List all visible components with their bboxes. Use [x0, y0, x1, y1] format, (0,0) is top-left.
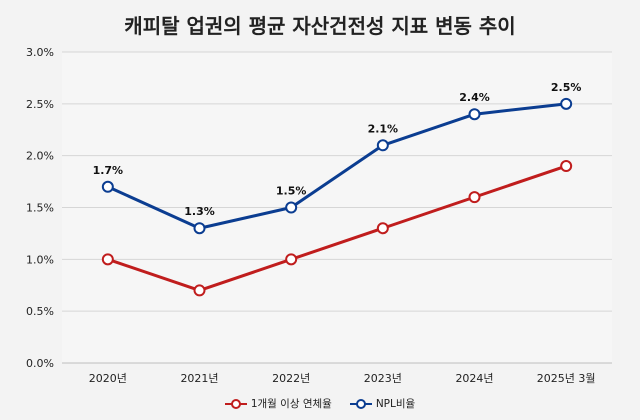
- data-point: [468, 108, 481, 121]
- legend-item-delinquency: 1개월 이상 연체율: [224, 396, 332, 411]
- data-point: [560, 97, 573, 110]
- legend: 1개월 이상 연체율 NPL비율: [0, 396, 640, 411]
- series-line-1: [106, 102, 568, 230]
- data-label: 1.7%: [93, 164, 124, 177]
- y-tick-label: 2.0%: [26, 150, 54, 163]
- legend-label-npl: NPL비율: [375, 398, 416, 410]
- chart-title: 캐피탈 업권의 평균 자산건전성 지표 변동 추이: [124, 14, 516, 38]
- legend-swatch-npl: [349, 398, 372, 409]
- x-tick-label: 2024년: [455, 372, 493, 385]
- data-point: [101, 180, 114, 193]
- x-tick-label: 2020년: [89, 372, 127, 385]
- data-point: [468, 191, 481, 204]
- data-point: [285, 253, 298, 266]
- data-point: [560, 160, 573, 173]
- legend-swatch-delinquency: [224, 398, 247, 409]
- series-line-0: [106, 164, 568, 292]
- y-tick-label: 1.5%: [26, 202, 54, 215]
- legend-label-delinquency: 1개월 이상 연체율: [250, 398, 332, 410]
- data-point: [101, 253, 114, 266]
- data-label: 1.3%: [184, 205, 215, 218]
- data-point: [376, 139, 389, 152]
- y-tick-label: 3.0%: [26, 46, 54, 59]
- data-label: 2.4%: [459, 91, 490, 104]
- data-point: [285, 201, 298, 214]
- x-tick-label: 2025년 3월: [537, 372, 596, 385]
- data-label: 2.1%: [368, 122, 399, 135]
- data-point: [376, 222, 389, 235]
- data-point: [193, 284, 206, 297]
- data-label: 1.5%: [276, 185, 307, 198]
- data-label: 2.5%: [551, 81, 582, 94]
- x-tick-label: 2022년: [272, 372, 310, 385]
- y-tick-label: 0.0%: [26, 357, 54, 370]
- legend-item-npl: NPL비율: [349, 396, 416, 411]
- y-tick-label: 0.5%: [26, 305, 54, 318]
- y-tick-label: 2.5%: [26, 98, 54, 111]
- x-tick-label: 2023년: [364, 372, 402, 385]
- data-point: [193, 222, 206, 235]
- x-tick-label: 2021년: [180, 372, 218, 385]
- y-tick-label: 1.0%: [26, 253, 54, 266]
